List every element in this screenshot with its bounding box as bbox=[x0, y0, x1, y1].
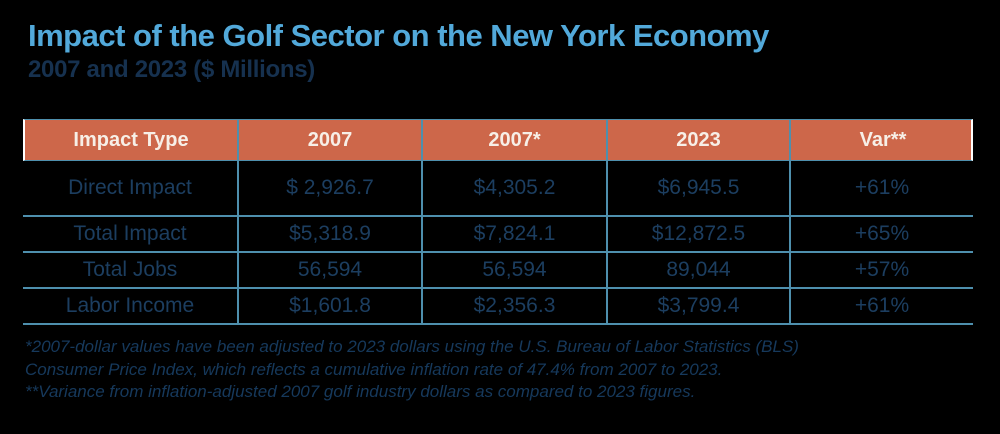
cell-value: $7,824.1 bbox=[421, 217, 606, 251]
cell-value: +61% bbox=[789, 289, 973, 323]
footnote-line-2: Consumer Price Index, which reflects a c… bbox=[25, 359, 723, 379]
header-2007: 2007 bbox=[237, 120, 421, 160]
cell-value: $5,318.9 bbox=[237, 217, 421, 251]
table-header-row: Impact Type 2007 2007* 2023 Var** bbox=[23, 119, 973, 161]
cell-value: +65% bbox=[789, 217, 973, 251]
header-impact-type: Impact Type bbox=[73, 128, 189, 151]
page-title: Impact of the Golf Sector on the New Yor… bbox=[28, 18, 769, 53]
table-row-direct-impact: Direct Impact $ 2,926.7 $4,305.2 $6,945.… bbox=[23, 161, 973, 217]
cell-value: $12,872.5 bbox=[606, 217, 789, 251]
table-row-total-impact: Total Impact $5,318.9 $7,824.1 $12,872.5… bbox=[23, 217, 973, 253]
footnotes: *2007-dollar values have been adjusted t… bbox=[25, 336, 799, 404]
row-label: Direct Impact bbox=[68, 176, 192, 199]
page-subtitle: 2007 and 2023 ($ Millions) bbox=[28, 56, 315, 83]
cell-value: 89,044 bbox=[606, 253, 789, 287]
table-row-labor-income: Labor Income $1,601.8 $2,356.3 $3,799.4 … bbox=[23, 289, 973, 325]
table-row-total-jobs: Total Jobs 56,594 56,594 89,044 +57% bbox=[23, 253, 973, 289]
row-label: Total Jobs bbox=[82, 258, 178, 281]
footnote-line-1: *2007-dollar values have been adjusted t… bbox=[25, 337, 799, 356]
cell-value: $4,305.2 bbox=[421, 161, 606, 215]
impact-table: Impact Type 2007 2007* 2023 Var** Direct… bbox=[23, 119, 973, 325]
cell-value: +61% bbox=[789, 161, 973, 215]
cell-value: $1,601.8 bbox=[237, 289, 421, 323]
header-variance: Var** bbox=[789, 120, 975, 160]
cell-value: $3,799.4 bbox=[606, 289, 789, 323]
cell-value: +57% bbox=[789, 253, 973, 287]
header-2007-adjusted: 2007* bbox=[421, 120, 606, 160]
cell-value: 56,594 bbox=[237, 253, 421, 287]
header-2023: 2023 bbox=[606, 120, 789, 160]
cell-value: $6,945.5 bbox=[606, 161, 789, 215]
row-label: Labor Income bbox=[65, 294, 195, 317]
row-label: Total Impact bbox=[73, 222, 187, 245]
cell-value: $ 2,926.7 bbox=[237, 161, 421, 215]
cell-value: $2,356.3 bbox=[421, 289, 606, 323]
cell-value: 56,594 bbox=[421, 253, 606, 287]
footnote-line-3: **Variance from inflation-adjusted 2007 … bbox=[25, 382, 696, 401]
